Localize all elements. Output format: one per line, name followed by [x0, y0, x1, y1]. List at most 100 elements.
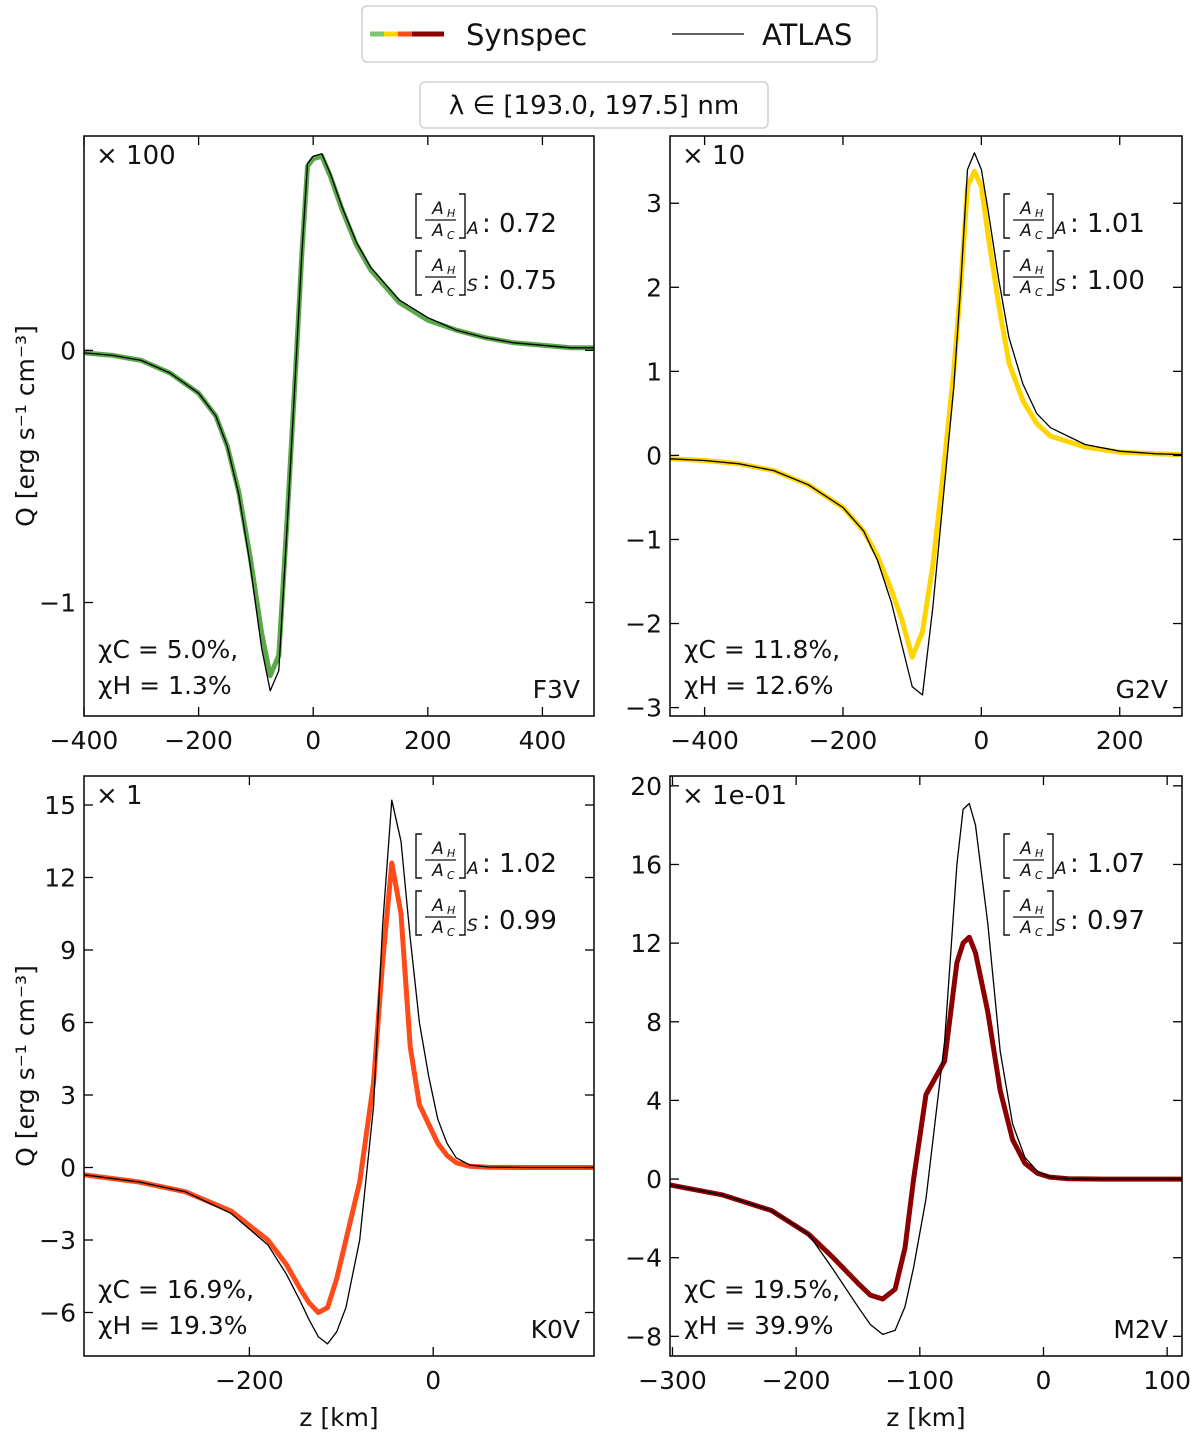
ratio-numerator-sub: H	[447, 904, 455, 917]
legend-synspec-label: Synspec	[466, 18, 587, 52]
series-group	[84, 153, 594, 692]
ratio-subscript: A	[1054, 859, 1067, 879]
ratio-denominator: A	[1019, 221, 1032, 241]
x-tick-label: 400	[519, 726, 567, 755]
y-tick-label: 20	[630, 772, 662, 801]
ratio-value: : 0.99	[482, 906, 557, 936]
y-axis-label: Q [erg s⁻¹ cm⁻³]	[11, 325, 40, 527]
x-tick-label: −400	[50, 726, 119, 755]
y-tick-label: 15	[44, 791, 76, 820]
x-tick-label: 0	[973, 726, 989, 755]
star-label: G2V	[1116, 675, 1168, 704]
chi-c-label: χC = 5.0%,	[98, 635, 238, 664]
synspec-line-g2v	[670, 168, 1182, 660]
y-tick-label: 6	[60, 1009, 76, 1038]
x-tick-label: 200	[1096, 726, 1144, 755]
y-tick-label: 4	[646, 1086, 662, 1115]
y-tick-label: 12	[630, 929, 662, 958]
ratio-denominator-sub: C	[1035, 229, 1043, 242]
chi-h-label: χH = 1.3%	[98, 671, 232, 700]
bracket-right	[459, 833, 466, 879]
y-tick-label: 0	[646, 1165, 662, 1194]
y-tick-label: −3	[625, 694, 662, 723]
ratio-denominator: A	[1019, 861, 1032, 881]
y-tick-label: −3	[39, 1226, 76, 1255]
synspec-line-m2v	[670, 934, 1182, 1302]
ratio-numerator: A	[431, 256, 444, 276]
ratio-subscript: A	[1054, 219, 1067, 239]
y-axis-label: Q [erg s⁻¹ cm⁻³]	[11, 965, 40, 1167]
bracket-left	[415, 250, 422, 296]
bracket-left	[415, 833, 422, 879]
ratio-denominator: A	[431, 861, 444, 881]
x-tick-label: −200	[164, 726, 233, 755]
ratio-numerator-sub: H	[447, 847, 455, 860]
ratio-denominator: A	[431, 918, 444, 938]
ratio-value: : 0.97	[1070, 906, 1145, 936]
x-tick-label: 0	[1036, 1366, 1052, 1395]
y-tick-label: 8	[646, 1008, 662, 1037]
axes-frame	[83, 135, 595, 717]
ratio-denominator-sub: C	[1035, 869, 1043, 882]
range-box: λ ∈ [193.0, 197.5] nm	[419, 81, 769, 129]
ratio-annotation-s: A HA C S: 0.99	[415, 890, 557, 939]
ratio-denominator-sub: C	[1035, 926, 1043, 939]
scale-label: × 1e-01	[682, 781, 787, 811]
x-axis-label: z [km]	[886, 1403, 965, 1432]
ratio-denominator-sub: C	[447, 869, 455, 882]
axes-frame	[669, 135, 1183, 717]
atlas-line-g2v	[670, 152, 1182, 696]
ratio-subscript: S	[467, 916, 478, 936]
ratio-denominator-sub: C	[447, 286, 455, 299]
scale-label: × 10	[682, 141, 745, 171]
y-tick-label: −1	[39, 589, 76, 618]
ratio-subscript: S	[1055, 916, 1066, 936]
atlas-line-k0v	[84, 799, 594, 1345]
x-tick-label: −200	[215, 1366, 284, 1395]
range-frame	[419, 81, 769, 129]
ratio-annotation-a: A HA C A: 1.01	[1003, 193, 1145, 242]
bracket-left	[1003, 890, 1010, 936]
ratio-numerator: A	[1019, 896, 1032, 916]
ratio-numerator-sub: H	[447, 207, 455, 220]
ratio-numerator: A	[1019, 839, 1032, 859]
ratio-annotation-s: A HA C S: 1.00	[1003, 250, 1145, 299]
ratio-numerator-sub: H	[1035, 904, 1043, 917]
ratio-value: : 0.75	[482, 266, 557, 296]
ratio-numerator-sub: H	[1035, 207, 1043, 220]
chi-h-label: χH = 19.3%	[98, 1311, 248, 1340]
y-tick-label: −2	[625, 610, 662, 639]
x-tick-label: −200	[762, 1366, 831, 1395]
scale-label: × 1	[96, 781, 143, 811]
ratio-denominator: A	[431, 221, 444, 241]
ratio-numerator: A	[431, 839, 444, 859]
series-group	[670, 152, 1182, 696]
y-tick-label: 3	[60, 1081, 76, 1110]
y-tick-label: 9	[60, 936, 76, 965]
bracket-right	[459, 193, 466, 239]
bracket-right	[1047, 193, 1054, 239]
x-axis-label: z [km]	[299, 1403, 378, 1432]
y-tick-label: 0	[60, 336, 76, 365]
x-tick-label: 100	[1143, 1366, 1191, 1395]
x-tick-label: 0	[305, 726, 321, 755]
ratio-numerator: A	[1019, 256, 1032, 276]
x-tick-label: −200	[809, 726, 878, 755]
bracket-left	[415, 890, 422, 936]
ratio-numerator: A	[431, 896, 444, 916]
bracket-left	[415, 193, 422, 239]
chi-c-label: χC = 11.8%,	[684, 635, 840, 664]
y-tick-label: 1	[646, 357, 662, 386]
series-group	[84, 799, 594, 1345]
ratio-denominator-sub: C	[447, 229, 455, 242]
bracket-right	[1047, 250, 1054, 296]
x-tick-label: −300	[638, 1366, 707, 1395]
bracket-right	[459, 250, 466, 296]
ratio-value: : 0.72	[482, 209, 557, 239]
y-tick-label: 2	[646, 273, 662, 302]
bracket-left	[1003, 250, 1010, 296]
